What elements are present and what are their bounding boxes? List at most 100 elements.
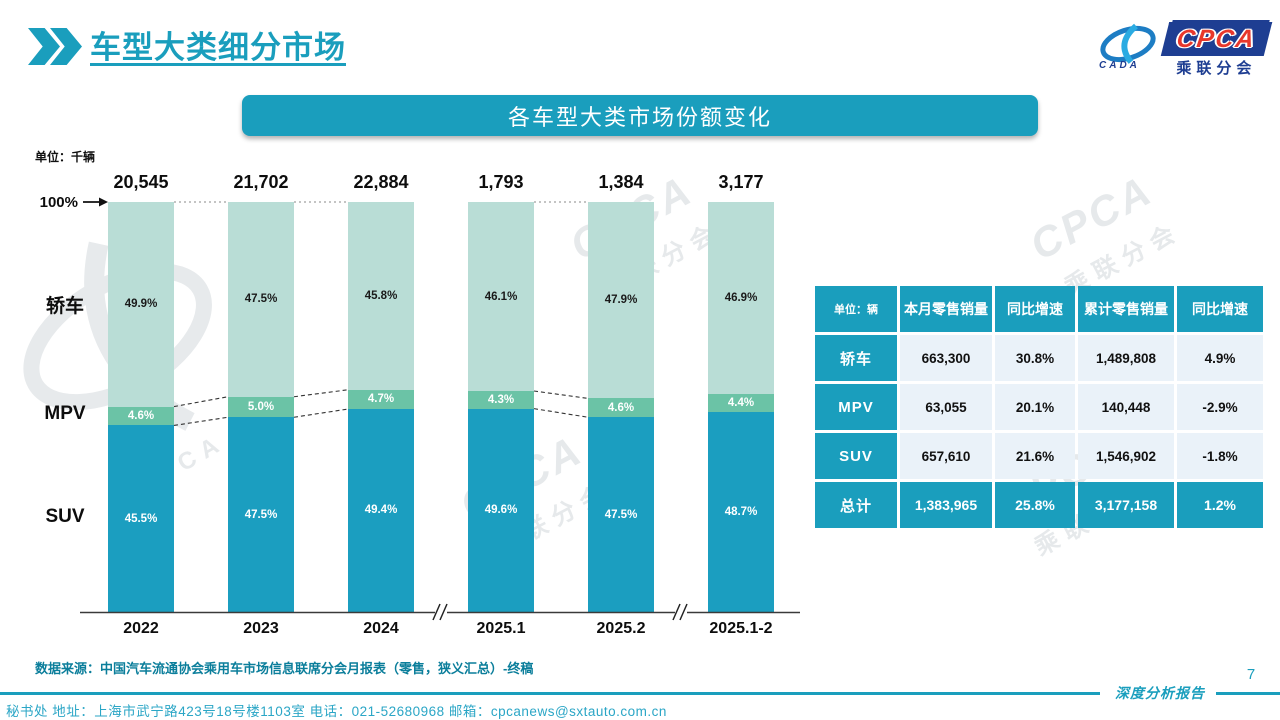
segment-value-label: 47.9%	[604, 294, 638, 307]
series-label-sedan: 轿车	[45, 296, 84, 318]
segment-value-label: 46.9%	[724, 292, 758, 305]
table-row-label: 轿车	[815, 335, 897, 381]
table-cell: 657,610	[900, 433, 992, 479]
bar-segment-sedan: 46.9%	[708, 202, 774, 395]
watermark-subtext: 乘联分会	[599, 217, 726, 302]
footer-divider	[1216, 692, 1280, 695]
bar-segment-mpv: 4.6%	[588, 398, 654, 418]
x-axis-tick-label: 2025.1-2	[709, 620, 773, 637]
table-header-cell: 单位：辆	[815, 286, 897, 332]
segment-value-label: 4.4%	[727, 397, 755, 410]
double-chevron-icon	[28, 28, 82, 65]
table-cell: 1.2%	[1177, 482, 1263, 528]
bar-segment-suv: 47.5%	[588, 417, 654, 612]
cpca-logo: CADA CPCA 乘联分会	[1095, 22, 1273, 78]
cpca-watermark: CPCA	[23, 241, 230, 502]
segment-value-label: 46.1%	[484, 290, 518, 303]
segment-value-label: 49.4%	[364, 504, 398, 517]
stacked-bar-2025.1: 46.1% 4.3% 49.6%	[468, 202, 534, 612]
unit-label: 单位：千辆	[35, 150, 96, 164]
table-cell: 20.1%	[995, 384, 1075, 430]
bar-total-label: 1,793	[478, 172, 524, 192]
series-label-mpv: MPV	[44, 403, 86, 425]
bar-segment-suv: 49.4%	[348, 409, 414, 612]
bar-segment-suv: 47.5%	[228, 417, 294, 612]
bar-total-label: 20,545	[113, 172, 169, 192]
x-axis-tick-label: 2023	[243, 620, 279, 637]
table-cell: -1.8%	[1177, 433, 1263, 479]
segment-value-label: 47.5%	[244, 293, 278, 306]
cada-swoosh-icon: CADA	[1095, 22, 1161, 74]
bar-segment-suv: 45.5%	[108, 425, 174, 612]
table-cell: 1,383,965	[900, 482, 992, 528]
watermark-text: CPCA	[130, 428, 230, 501]
bar-segment-mpv: 5.0%	[228, 396, 294, 418]
page-title: 车型大类细分市场	[90, 30, 346, 65]
segment-value-label: 49.6%	[484, 504, 518, 517]
stacked-bar-2022: 49.9% 4.6% 45.5%	[108, 202, 174, 612]
table-cell: -2.9%	[1177, 384, 1263, 430]
segment-value-label: 47.5%	[604, 508, 638, 521]
series-label-suv: SUV	[45, 505, 85, 527]
page-number: 7	[1246, 666, 1256, 683]
x-axis-tick-label: 2024	[363, 620, 399, 637]
cpca-watermark: CPCA 乘联分会	[452, 426, 616, 562]
bar-segment-mpv: 4.7%	[348, 389, 414, 410]
table-cell: 25.8%	[995, 482, 1075, 528]
x-axis-tick-label: 2025.2	[596, 620, 646, 637]
table-header-cell: 本月零售销量	[900, 286, 992, 332]
watermark-text: CPCA	[452, 426, 590, 529]
cpca-watermark: CPCA 乘联分会	[562, 166, 726, 302]
bar-segment-suv: 49.6%	[468, 408, 534, 612]
table-header-cell: 累计零售销量	[1078, 286, 1174, 332]
segment-value-label: 48.7%	[724, 506, 758, 519]
retail-sales-table: 单位：辆 本月零售销量 同比增速 累计零售销量 同比增速 轿车 663,300 30.8% 1,…	[815, 286, 1263, 528]
x-axis-tick-label: 2022	[123, 620, 159, 637]
cpca-plate: CPCA	[1160, 22, 1273, 56]
bar-segment-sedan: 46.1%	[468, 202, 534, 391]
cpca-subtitle: 乘联分会	[1176, 60, 1257, 77]
bar-segment-sedan: 47.5%	[228, 202, 294, 397]
stacked-bar-2025.1-2: 46.9% 4.4% 48.7%	[708, 202, 774, 612]
table-cell: 1,489,808	[1078, 335, 1174, 381]
segment-value-label: 4.6%	[607, 401, 635, 414]
y-axis-100-label: 100%	[40, 194, 78, 211]
cpca-logo-text: CPCA 乘联分会	[1160, 22, 1273, 78]
table-cell: 21.6%	[995, 433, 1075, 479]
table-row-label: 总计	[815, 482, 897, 528]
stacked-bar-2024: 45.8% 4.7% 49.4%	[348, 202, 414, 612]
table-cell: 4.9%	[1177, 335, 1263, 381]
segment-value-label: 47.5%	[244, 508, 278, 521]
bar-segment-mpv: 4.3%	[468, 391, 534, 409]
table-cell: 30.8%	[995, 335, 1075, 381]
cada-label: CADA	[1099, 60, 1140, 71]
chart-title: 各车型大类市场份额变化	[507, 104, 772, 130]
segment-value-label: 45.5%	[124, 512, 158, 525]
table-cell: 63,055	[900, 384, 992, 430]
bar-total-label: 22,884	[353, 172, 409, 192]
table-row-label: MPV	[815, 384, 897, 430]
bar-total-label: 3,177	[718, 172, 764, 192]
chart-title-banner: 各车型大类市场份额变化	[242, 95, 1038, 136]
table-row-label: SUV	[815, 433, 897, 479]
segment-value-label: 4.7%	[367, 393, 395, 406]
segment-value-label: 4.6%	[127, 410, 155, 422]
table-cell: 663,300	[900, 335, 992, 381]
cpca-label: CPCA	[1174, 25, 1258, 53]
bar-total-label: 21,702	[233, 172, 289, 192]
footer-contact: 秘书处 地址：上海市武宁路423号18号楼1103室 电话：021-526809…	[6, 704, 667, 719]
x-axis-tick-label: 2025.1	[476, 620, 526, 637]
segment-value-label: 5.0%	[247, 401, 275, 413]
data-source-note: 数据来源：中国汽车流通协会乘用车市场信息联席分会月报表（零售，狭义汇总）-终稿	[35, 661, 534, 676]
table-cell: 1,546,902	[1078, 433, 1174, 479]
stacked-bar-2025.2: 47.9% 4.6% 47.5%	[588, 202, 654, 612]
bar-segment-sedan: 49.9%	[108, 202, 174, 407]
table-header-cell: 同比增速	[1177, 286, 1263, 332]
watermark-text: CPCA	[1022, 166, 1160, 269]
watermark-subtext: 乘联分会	[489, 477, 616, 562]
bar-total-label: 1,384	[598, 172, 644, 192]
bar-segment-mpv: 4.4%	[708, 394, 774, 413]
segment-value-label: 45.8%	[364, 289, 398, 302]
watermark-text: CPCA	[562, 166, 700, 269]
